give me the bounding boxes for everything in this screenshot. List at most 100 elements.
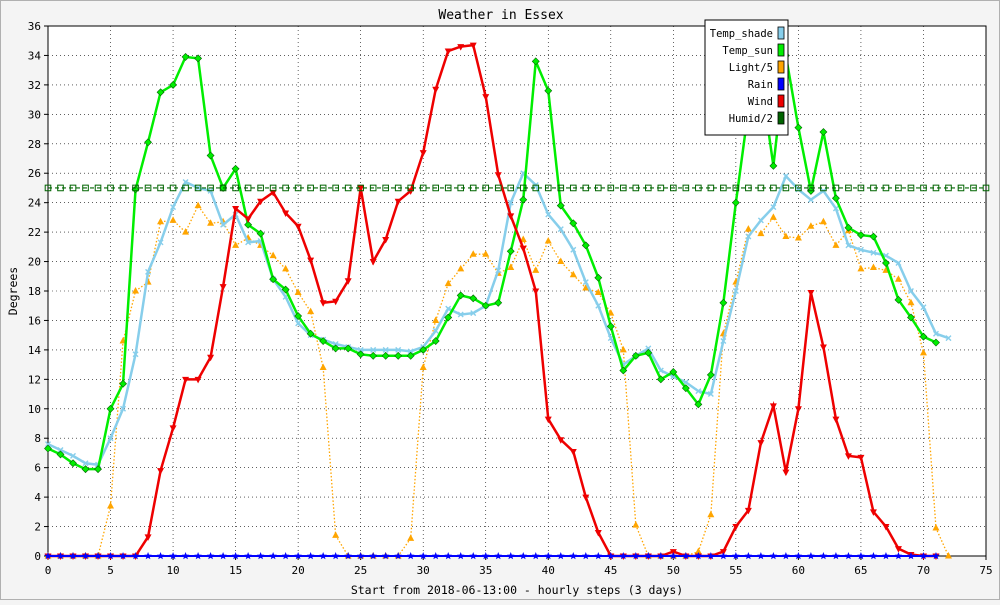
data-point-rain (194, 552, 202, 560)
data-point-temp-sun (331, 344, 340, 353)
x-tick-label: 15 (229, 564, 242, 577)
data-point-humid-2 (957, 184, 965, 192)
data-point-temp-sun (394, 351, 403, 360)
data-point-humid-2 (607, 184, 615, 192)
data-point-rain (81, 552, 90, 560)
data-point-temp-shade (495, 267, 502, 274)
legend-swatch (777, 26, 785, 40)
data-point-temp-sun (882, 259, 890, 267)
data-point-temp-sun (506, 247, 515, 256)
data-point-humid-2 (444, 184, 452, 192)
y-tick-label: 14 (28, 344, 42, 357)
data-point-temp-shade (582, 279, 589, 286)
data-point-wind (769, 403, 777, 410)
data-point-temp-sun (106, 404, 115, 413)
y-tick-label: 0 (34, 550, 41, 563)
data-point-humid-2 (594, 184, 602, 192)
data-point-wind (869, 509, 877, 516)
data-point-rain (419, 552, 427, 560)
data-point-rain (131, 552, 140, 560)
data-point-temp-shade (770, 204, 777, 211)
data-point-temp-sun (406, 351, 415, 360)
y-tick-label: 16 (28, 314, 41, 327)
data-point-light-5 (157, 217, 165, 225)
data-point-rain (281, 552, 290, 560)
data-point-light-5 (594, 288, 602, 295)
data-point-wind (319, 300, 327, 307)
data-point-temp-sun (831, 194, 840, 203)
data-point-wind (857, 454, 865, 462)
data-point-rain (857, 552, 865, 560)
data-point-rain (644, 552, 653, 560)
data-point-humid-2 (294, 184, 302, 192)
data-point-temp-sun (244, 220, 253, 229)
data-point-rain (907, 552, 915, 560)
data-point-temp-shade (545, 211, 552, 218)
data-point-temp-shade (570, 246, 577, 253)
data-point-temp-shade (182, 179, 189, 186)
data-point-humid-2 (682, 184, 690, 192)
data-point-humid-2 (645, 184, 652, 192)
data-point-light-5 (132, 287, 140, 294)
data-point-rain (156, 552, 165, 560)
legend-label: Light/5 (729, 62, 773, 74)
data-point-rain (807, 552, 815, 560)
data-point-light-5 (282, 264, 290, 272)
data-point-light-5 (632, 521, 640, 528)
data-point-rain (694, 552, 703, 560)
data-point-humid-2 (707, 184, 715, 192)
data-point-humid-2 (57, 184, 64, 192)
data-point-wind (369, 259, 377, 266)
data-point-rain (306, 552, 315, 560)
data-point-temp-sun (494, 298, 503, 307)
data-point-rain (769, 552, 778, 560)
data-point-temp-sun (281, 285, 290, 294)
data-point-rain (519, 552, 528, 560)
y-tick-label: 32 (28, 79, 41, 92)
data-point-wind (282, 210, 290, 217)
data-point-rain (394, 552, 402, 560)
data-point-wind (294, 223, 302, 231)
data-point-humid-2 (94, 184, 102, 192)
data-point-temp-sun (681, 384, 690, 393)
data-point-rain (406, 552, 415, 560)
data-point-rain (531, 552, 540, 560)
data-point-humid-2 (820, 184, 827, 192)
data-point-temp-sun (94, 465, 102, 474)
data-point-temp-sun (519, 195, 528, 204)
data-point-wind (244, 216, 252, 223)
chart-legend: Temp_shade Temp_sun Light/5 Rain Wind Humid/2 (704, 19, 789, 136)
data-point-rain (469, 552, 478, 560)
data-point-rain (757, 552, 765, 560)
data-point-temp-sun (932, 338, 940, 347)
data-point-temp-shade (595, 302, 602, 309)
y-tick-label: 28 (28, 138, 41, 151)
data-point-humid-2 (107, 184, 114, 192)
x-tick-label: 60 (792, 564, 805, 577)
data-point-temp-sun (794, 123, 803, 132)
data-point-temp-sun (569, 219, 578, 228)
y-tick-label: 36 (28, 20, 41, 33)
data-point-wind (357, 185, 365, 192)
data-point-temp-sun (531, 57, 540, 66)
data-point-rain (581, 552, 590, 560)
data-point-temp-sun (594, 273, 603, 282)
data-point-rain (231, 552, 240, 560)
data-point-humid-2 (832, 184, 840, 192)
data-point-temp-shade (657, 367, 664, 374)
data-point-rain (919, 552, 928, 560)
data-point-wind (144, 534, 152, 541)
y-tick-label: 12 (28, 373, 41, 386)
data-point-wind (782, 469, 790, 477)
data-point-light-5 (444, 279, 452, 287)
data-point-temp-shade (107, 435, 114, 442)
legend-label: Wind (748, 96, 773, 108)
data-point-light-5 (757, 229, 765, 237)
data-point-light-5 (432, 316, 440, 323)
data-point-wind (894, 546, 902, 553)
data-point-rain (556, 552, 565, 560)
data-point-light-5 (782, 232, 790, 240)
data-point-wind (394, 198, 402, 206)
data-point-temp-shade (720, 338, 727, 345)
